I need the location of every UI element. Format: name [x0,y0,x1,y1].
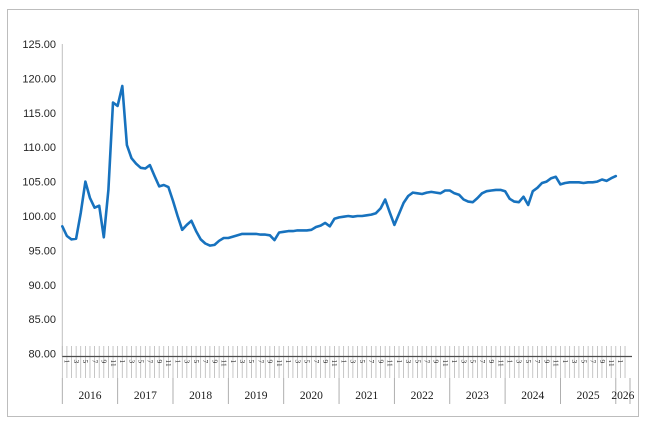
y-tick-label: 125.00 [22,39,56,51]
x-axis-month-ticks [61,346,626,378]
month-tick-label: 3 [459,360,468,364]
month-tick-label: 1 [506,360,515,364]
month-tick-label: 5 [579,360,588,364]
month-tick-label: 1 [229,360,238,364]
year-label: 2024 [521,390,544,402]
month-tick-label: 1 [616,360,625,364]
month-tick-label: 3 [293,360,302,364]
month-tick-label: 9 [487,360,496,364]
month-tick-label: 9 [542,360,551,364]
month-tick-label: 1 [395,360,404,364]
y-axis-labels: 125.00 120.00 115.00 110.00 105.00 100.00 95.0… [22,39,56,361]
month-tick-label: 1 [284,360,293,364]
month-tick-label: 11 [552,360,561,367]
month-tick-label: 9 [210,360,219,364]
month-tick-label: 11 [109,360,118,367]
month-tick-label: 7 [533,360,542,364]
year-label: 2021 [355,390,378,402]
year-label: 2016 [78,390,101,402]
month-tick-label: 9 [432,360,441,364]
month-tick-label: 1 [173,360,182,364]
month-tick-label: 1 [63,360,72,364]
y-tick-label: 85.00 [28,314,56,326]
month-tick-label: 9 [321,360,330,364]
month-tick-label: 11 [607,360,616,367]
month-tick-label: 1 [561,360,570,364]
month-tick-label: 3 [404,360,413,364]
month-tick-label: 11 [386,360,395,367]
y-tick-label: 100.00 [22,211,56,223]
y-tick-label: 120.00 [22,73,56,85]
month-tick-label: 5 [303,360,312,364]
month-tick-label: 5 [469,360,478,364]
month-tick-label: 7 [146,360,155,364]
month-tick-label: 11 [164,360,173,367]
month-tick-label: 5 [413,360,422,364]
month-tick-label: 3 [127,360,136,364]
month-tick-label: 3 [72,360,81,364]
x-axis-year-labels: 2016 2017 2018 2019 2020 2021 2022 2023 2024 2025… [78,390,634,402]
month-tick-label: 9 [376,360,385,364]
month-tick-label: 5 [524,360,533,364]
month-tick-label: 3 [349,360,358,364]
year-label: 2019 [245,390,268,402]
month-tick-label: 9 [266,360,275,364]
month-tick-label: 7 [589,360,598,364]
month-tick-label: 5 [247,360,256,364]
month-tick-label: 9 [100,360,109,364]
chart-frame [7,9,639,417]
month-tick-label: 5 [137,360,146,364]
year-label: 2022 [411,390,434,402]
year-label: 2026 [611,390,634,402]
month-tick-label: 11 [330,360,339,367]
month-tick-label: 3 [238,360,247,364]
month-tick-label: 7 [367,360,376,364]
y-tick-label: 80.00 [28,349,56,361]
month-tick-label: 7 [478,360,487,364]
month-tick-label: 9 [155,360,164,364]
month-tick-label: 5 [192,360,201,364]
month-tick-label: 9 [598,360,607,364]
month-tick-label: 11 [496,360,505,367]
month-tick-label: 5 [81,360,90,364]
year-label: 2025 [577,390,600,402]
month-tick-label: 7 [256,360,265,364]
data-series [60,84,618,247]
y-tick-label: 95.00 [28,245,56,257]
year-label: 2018 [189,390,212,402]
y-tick-label: 90.00 [28,280,56,292]
month-tick-label: 1 [118,360,127,364]
month-tick-label: 3 [183,360,192,364]
x-axis-year-separators [61,378,631,404]
year-label: 2017 [134,390,157,402]
month-tick-label: 3 [515,360,524,364]
year-label: 2023 [466,390,489,402]
month-tick-label: 7 [90,360,99,364]
x-axis-month-labels: 1 3 5 7 9 11 1 3 5 7 9 11 1 3 5 7 9 11 1 3 5 7 9 11 1 3 5 7 9 11 1 3 5 7 9… [63,360,626,367]
month-tick-label: 7 [312,360,321,364]
month-tick-label: 5 [358,360,367,364]
y-tick-label: 110.00 [23,142,56,154]
y-tick-label: 105.00 [22,177,56,189]
year-label: 2020 [300,390,323,402]
month-tick-label: 11 [441,360,450,367]
month-tick-label: 7 [422,360,431,364]
series-line [60,84,618,247]
month-tick-label: 11 [220,360,229,367]
month-tick-label: 11 [275,360,284,367]
month-tick-label: 7 [201,360,210,364]
month-tick-label: 1 [450,360,459,364]
y-tick-label: 115.00 [23,108,56,120]
month-tick-label: 1 [339,360,348,364]
month-tick-label: 3 [570,360,579,364]
